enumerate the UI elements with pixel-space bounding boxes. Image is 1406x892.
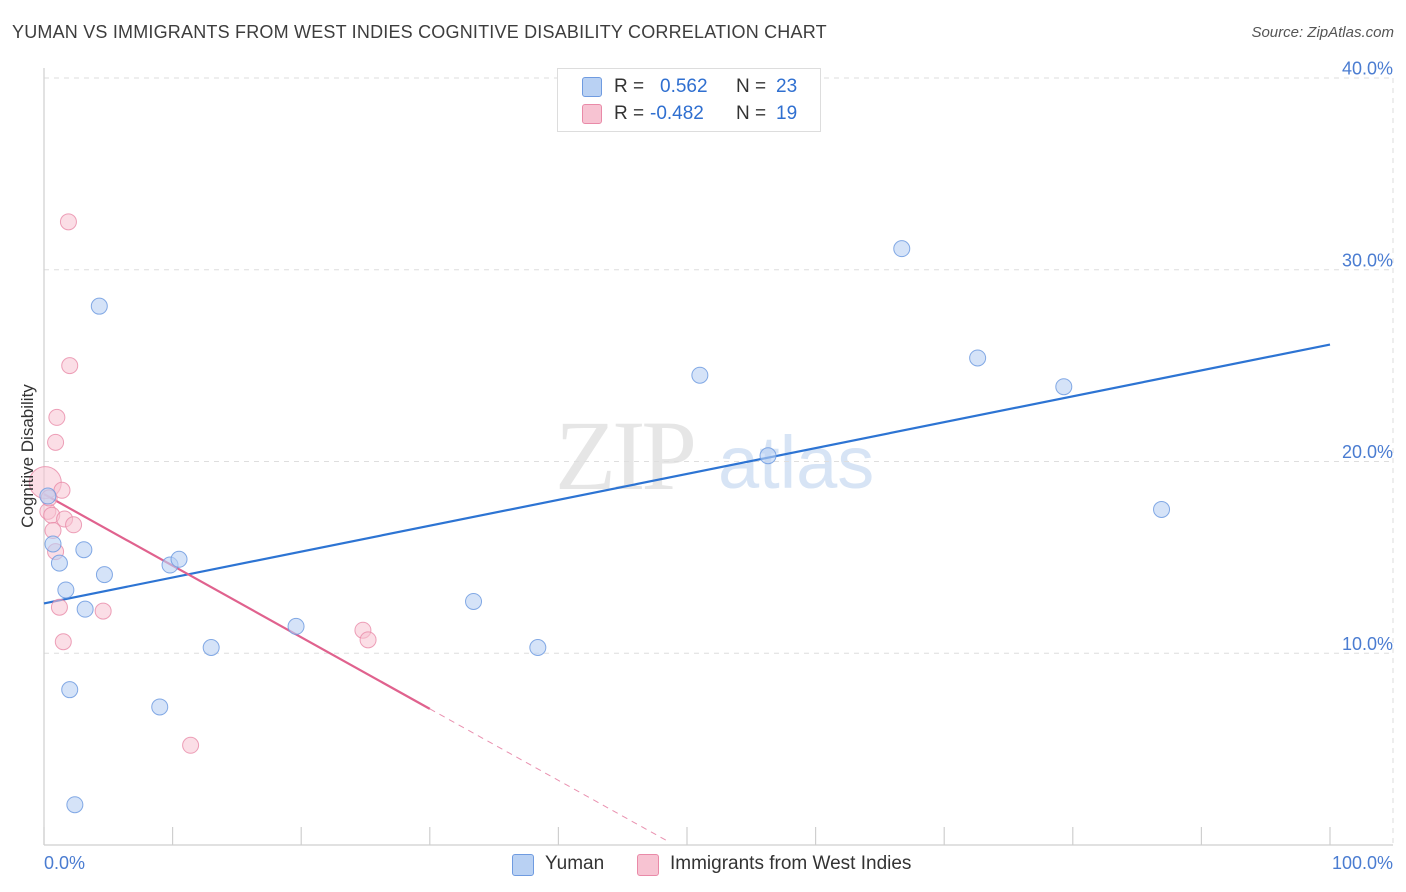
bottom-legend-swatch-blue xyxy=(512,854,534,876)
yuman-point xyxy=(39,487,57,505)
yuman-point xyxy=(202,638,220,656)
yuman-point xyxy=(90,297,108,315)
yuman-point xyxy=(75,541,93,559)
west-indies-point xyxy=(359,631,377,649)
grid-lines xyxy=(44,77,1394,845)
legend-swatch-pink xyxy=(582,104,602,124)
west-indies-point xyxy=(65,516,83,534)
y-tick-labels: 10.0% 20.0% 30.0% 40.0% xyxy=(1342,59,1393,654)
west-indies-point xyxy=(59,213,77,231)
yuman-point xyxy=(76,600,94,618)
legend-n-value: 23 xyxy=(776,76,798,97)
west-indies-point xyxy=(53,481,71,499)
bottom-legend-swatch-pink xyxy=(637,854,659,876)
legend-r-value: 0.562 xyxy=(660,76,708,97)
y-tick-label: 30.0% xyxy=(1342,250,1393,270)
legend-n-value: 19 xyxy=(776,103,798,124)
y-tick-label: 10.0% xyxy=(1342,634,1393,654)
yuman-point xyxy=(465,592,483,610)
legend-r-label: R = xyxy=(614,76,645,97)
yuman-point xyxy=(691,366,709,384)
yuman-point xyxy=(1055,378,1073,396)
y-tick-label: 20.0% xyxy=(1342,442,1393,462)
yuman-point xyxy=(44,535,62,553)
y-axis-label: Cognitive Disability xyxy=(18,384,37,528)
west-indies-point xyxy=(47,433,65,451)
yuman-point xyxy=(50,554,68,572)
legend-n-label: N = xyxy=(736,103,767,124)
yuman-point xyxy=(1153,500,1171,518)
yuman-point xyxy=(66,796,84,814)
yuman-point xyxy=(170,550,188,568)
x-tick-label: 100.0% xyxy=(1332,853,1393,873)
watermark-zip: ZIP xyxy=(555,400,697,511)
source-credit: Source: ZipAtlas.com xyxy=(1251,24,1394,41)
yuman-trend-line xyxy=(43,343,1331,605)
x-tick-labels: 0.0% 100.0% xyxy=(44,853,1393,873)
yuman-point xyxy=(969,349,987,367)
yuman-point xyxy=(759,447,777,465)
west-indies-trend-extension xyxy=(429,708,668,842)
west-indies-point xyxy=(54,633,72,651)
yuman-point xyxy=(893,240,911,258)
west-indies-point xyxy=(94,602,112,620)
x-tick-label: 0.0% xyxy=(44,853,85,873)
west-indies-point xyxy=(48,408,66,426)
west-indies-trend-line xyxy=(43,493,431,710)
west-indies-point xyxy=(50,598,68,616)
legend-n-label: N = xyxy=(736,76,767,97)
yuman-point xyxy=(287,617,305,635)
yuman-point xyxy=(529,638,547,656)
axes xyxy=(43,68,1393,846)
yuman-point xyxy=(57,581,75,599)
legend-r-value: -0.482 xyxy=(650,103,704,124)
west-indies-point xyxy=(61,357,79,375)
y-tick-label: 40.0% xyxy=(1342,59,1393,79)
yuman-point xyxy=(151,698,169,716)
trend-lines xyxy=(43,343,1331,842)
chart-title: YUMAN VS IMMIGRANTS FROM WEST INDIES COG… xyxy=(12,22,827,42)
data-points xyxy=(28,213,1171,814)
legend-swatch-blue xyxy=(582,77,602,97)
yuman-point xyxy=(95,566,113,584)
legend-r-label: R = xyxy=(614,103,645,124)
west-indies-point xyxy=(182,736,200,754)
yuman-point xyxy=(61,681,79,699)
correlation-legend: R = 0.562 N = 23 R = -0.482 N = 19 xyxy=(557,68,821,132)
bottom-legend-label: Immigrants from West Indies xyxy=(670,853,912,874)
bottom-legend-label: Yuman xyxy=(545,853,605,874)
